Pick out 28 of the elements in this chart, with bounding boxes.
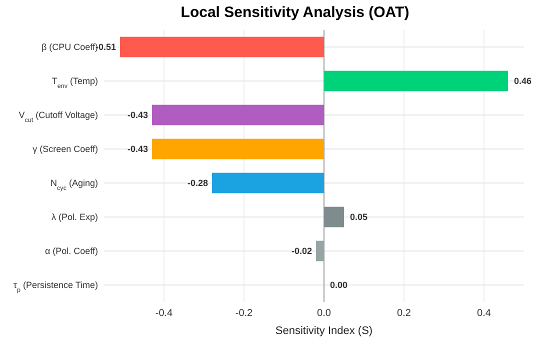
data-label: -0.43 <box>127 110 148 120</box>
x-tick-label: 0.0 <box>317 308 332 319</box>
y-tick-label: γ (Screen Coeff) <box>32 144 98 154</box>
bar <box>120 36 324 58</box>
y-tick-label: λ (Pol. Exp) <box>51 212 98 222</box>
bar <box>212 172 324 194</box>
y-tick-label: T$_{env}$ (Temp) <box>52 76 98 90</box>
data-label: -0.43 <box>127 144 148 154</box>
bar <box>316 240 324 262</box>
bar <box>324 206 344 228</box>
x-tick-label: 0.4 <box>477 308 492 319</box>
y-tick-label: N$_{cyc}$ (Aging) <box>50 178 98 192</box>
y-tick-label: V$_{cut}$ (Cutoff Voltage) <box>18 110 98 124</box>
chart-title: Local Sensitivity Analysis (OAT) <box>180 4 410 21</box>
data-label: 0.05 <box>350 212 368 222</box>
y-tick-label: α (Pol. Coeff) <box>44 246 98 256</box>
x-tick-label: 0.2 <box>397 308 412 319</box>
bar <box>152 104 324 126</box>
data-label: -0.28 <box>187 178 208 188</box>
data-label: 0.46 <box>514 76 532 86</box>
x-tick-label: -0.2 <box>235 308 254 319</box>
data-label: -0.02 <box>291 246 312 256</box>
y-tick-label: τ$_{p}$ (Persistence Time) <box>13 280 98 294</box>
x-axis-title: Sensitivity Index (S) <box>275 325 373 337</box>
data-label: 0.00 <box>330 280 348 290</box>
bar <box>324 70 508 92</box>
x-tick-label: -0.4 <box>155 308 174 319</box>
bar <box>152 138 324 160</box>
